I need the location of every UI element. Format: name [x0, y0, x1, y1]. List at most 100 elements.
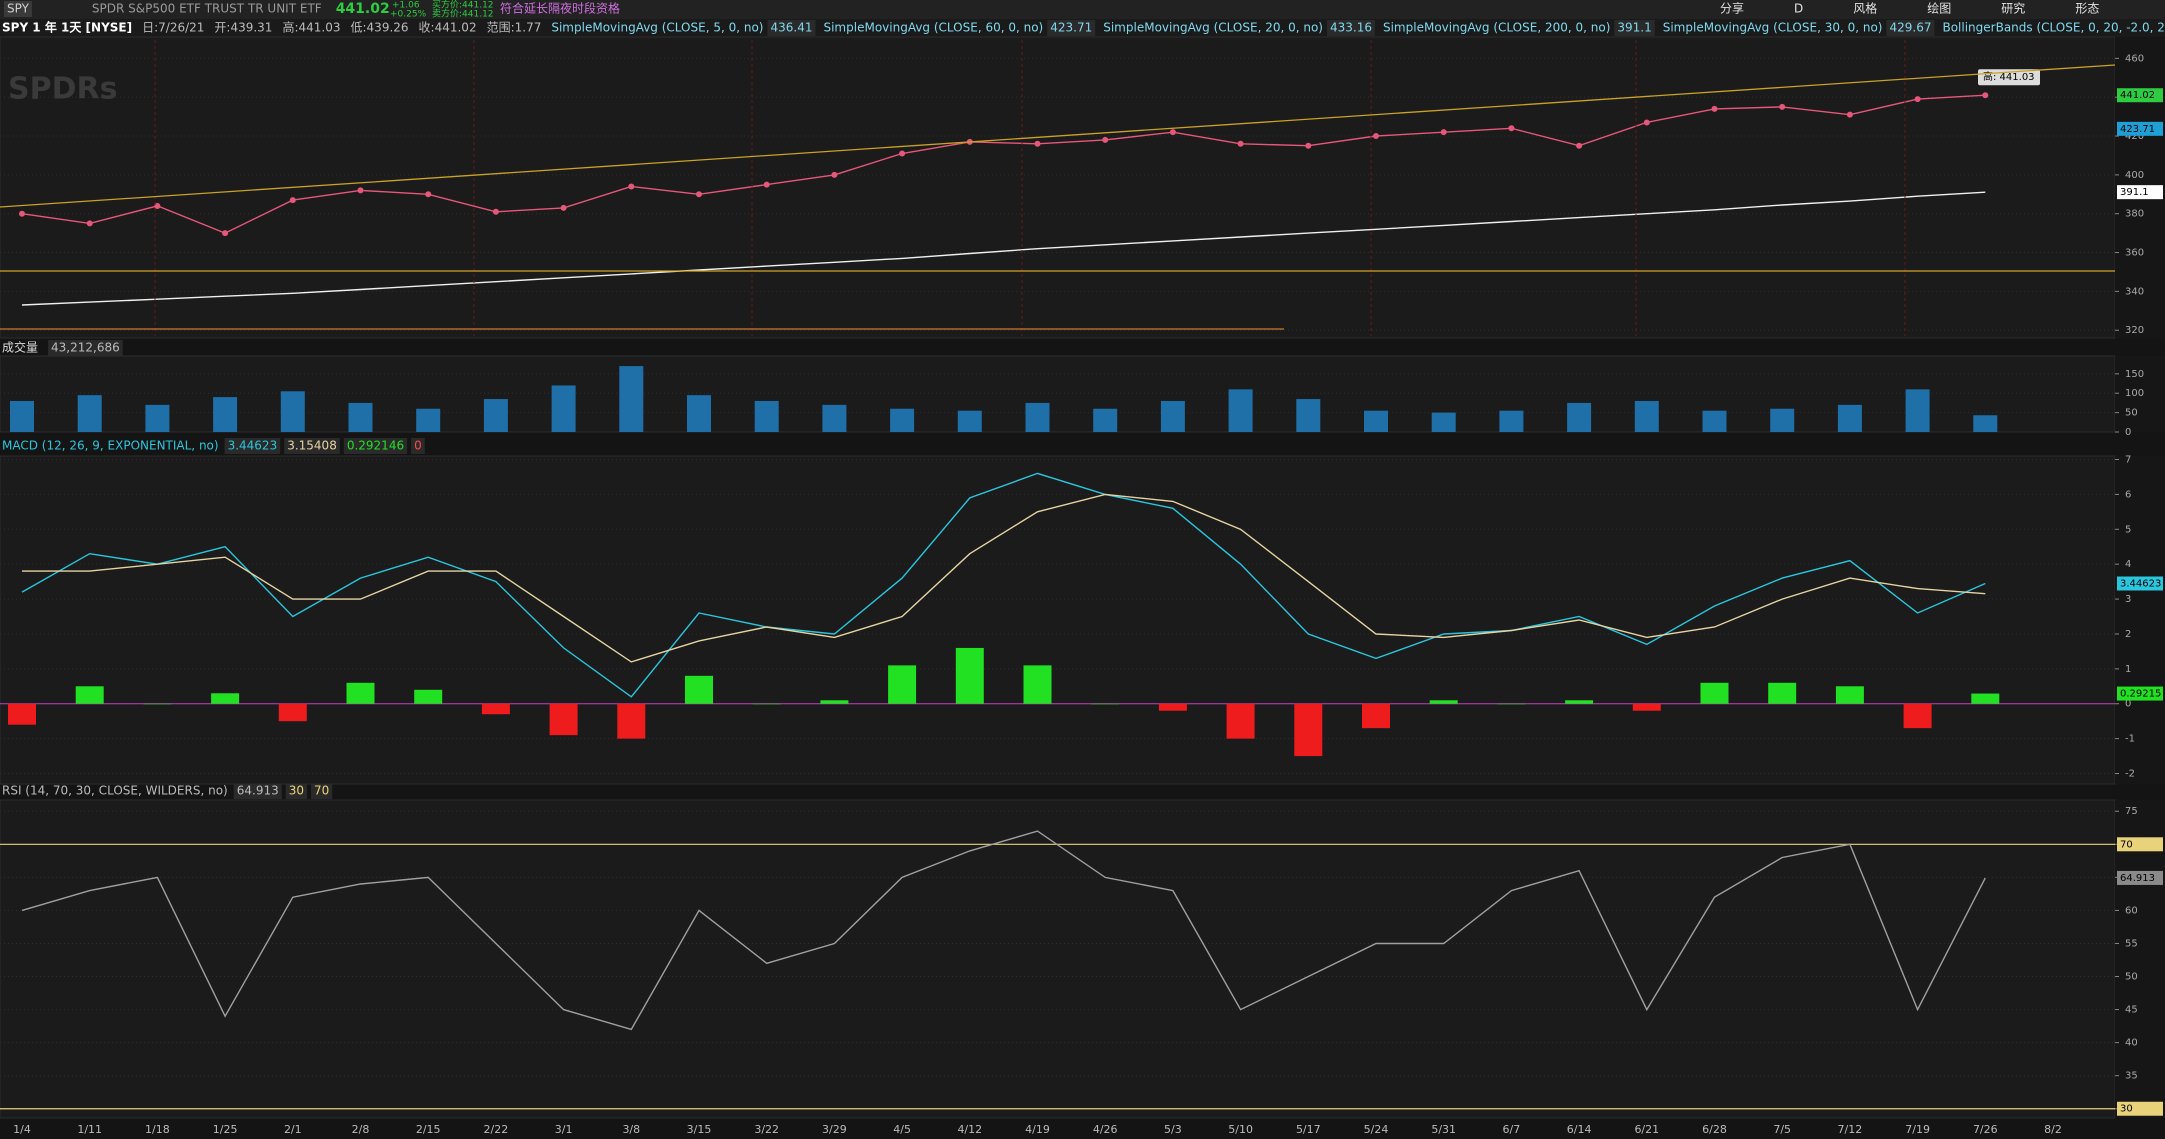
histogram-bar: [549, 703, 578, 736]
x-tick-label: 2/22: [484, 1123, 509, 1136]
histogram-bar: [820, 700, 849, 704]
y-tick-label: 360: [2125, 248, 2144, 259]
x-tick-label: 4/12: [957, 1123, 982, 1136]
session: 符合延长隔夜时段资格: [500, 1, 620, 16]
close-point: [1305, 142, 1312, 149]
close-point: [899, 150, 906, 157]
close-point: [1034, 140, 1041, 147]
pane-readout-box: [233, 783, 282, 799]
value-tag-bg: [2117, 870, 2163, 885]
volume-bar: [1160, 400, 1185, 432]
close-point: [492, 208, 499, 215]
axis-column: [2115, 456, 2165, 784]
toolbar-button[interactable]: 绘图: [1927, 1, 1951, 16]
pane-readout: 3.15408: [287, 439, 337, 453]
volume-bar: [1431, 412, 1456, 432]
y-tick-label: 50: [2125, 972, 2138, 983]
close-point: [1846, 111, 1853, 118]
pane-title: 成交量: [2, 340, 38, 355]
x-tick-label: 7/26: [1973, 1123, 1998, 1136]
toolbar-button[interactable]: 研究: [2001, 1, 2025, 16]
y-tick-label: 0: [2125, 699, 2131, 710]
series-line: [22, 493, 1986, 663]
value-tag: 423.71: [2120, 124, 2155, 135]
close-point: [831, 171, 838, 178]
study-label: SimpleMovingAvg (CLOSE, 60, 0, no): [823, 21, 1043, 35]
volume-bar: [77, 395, 102, 432]
axis-column: [2115, 800, 2165, 1118]
pane-readout-box: [343, 438, 408, 454]
volume-bar: [1702, 410, 1727, 432]
toolbar-button[interactable]: 形态: [2075, 2, 2099, 16]
close-point: [763, 181, 770, 188]
volume-bar: [1228, 389, 1253, 432]
histogram-bar: [1091, 703, 1120, 705]
volume-bar: [619, 366, 644, 432]
close-point: [222, 230, 229, 237]
x-tick-label: 6/21: [1634, 1123, 1659, 1136]
volume-bar: [145, 404, 170, 432]
y-tick-label: 150: [2125, 369, 2144, 380]
toolbar-button[interactable]: 风格: [1853, 1, 1877, 16]
x-tick-label: 6/28: [1702, 1123, 1727, 1136]
toolbar-bg: [0, 0, 2165, 19]
x-tick-label: 1/4: [13, 1123, 31, 1136]
y-tick-label: 75: [2125, 806, 2138, 817]
study-value: 429.67: [1889, 21, 1931, 35]
histogram-bar: [1632, 703, 1661, 711]
histogram-bar: [1700, 682, 1729, 704]
histogram-bar: [1294, 703, 1323, 757]
value-tag-bg: [2117, 576, 2163, 591]
histogram-bar: [617, 703, 646, 739]
volume-bar: [1364, 410, 1388, 432]
toolbar-button[interactable]: 分享: [1720, 1, 1744, 16]
drawings: SPDRs: [0, 40, 2116, 336]
toolbar-button[interactable]: D: [1794, 2, 1803, 16]
ohlc-info: 日:7/26/21: [142, 21, 204, 35]
volume-bar: [416, 408, 441, 432]
ohlc-info: 开:439.31: [214, 21, 272, 35]
x-tick-label: 5/24: [1364, 1123, 1389, 1136]
study-value-box: [1047, 20, 1096, 36]
histogram-bar: [888, 665, 917, 704]
volume-bar: [1093, 408, 1118, 432]
close-point: [1169, 129, 1176, 136]
study-label: SimpleMovingAvg (CLOSE, 20, 0, no): [1103, 21, 1323, 35]
volume-bar: [551, 385, 576, 432]
y-tick-label: 100: [2125, 388, 2144, 399]
volume-bar: [687, 395, 711, 432]
volume-bar: [1634, 400, 1659, 432]
y-tick-label: 2: [2125, 629, 2131, 640]
pane-readout-box: [411, 438, 425, 454]
y-tick-label: 45: [2125, 1005, 2138, 1016]
close-point: [1508, 125, 1515, 132]
study-value-box: [1326, 20, 1375, 36]
symbol-input[interactable]: SPY: [7, 2, 30, 16]
close-point: [1982, 92, 1989, 99]
close-point: [86, 220, 93, 227]
y-tick-label: -1: [2125, 734, 2135, 745]
close-point: [560, 204, 567, 211]
volume-bar: [213, 397, 238, 432]
ask: 卖方价:441.12: [432, 8, 494, 20]
value-tag: 391.1: [2120, 187, 2149, 198]
level-tag-bg: [2117, 1101, 2163, 1116]
histogram-bar: [752, 703, 781, 705]
pane-readout: 0.292146: [347, 439, 404, 453]
pane-readout: 64.913: [237, 784, 279, 798]
x-tick-label: 3/8: [622, 1123, 640, 1136]
close-point: [1102, 136, 1109, 143]
x-tick-label: 2/1: [284, 1123, 302, 1136]
y-tick-label: -2: [2125, 769, 2135, 780]
x-tick-label: 4/19: [1025, 1123, 1050, 1136]
histogram-bar: [481, 703, 510, 715]
pane: [0, 36, 2116, 339]
close-point: [19, 210, 25, 217]
last-price: 441.02: [336, 1, 390, 17]
close-point: [425, 191, 432, 198]
study-value-box: [1614, 20, 1655, 36]
histogram-bar: [1497, 703, 1526, 705]
volume-bar: [483, 399, 508, 432]
x-tick-label: 7/12: [1838, 1123, 1863, 1136]
